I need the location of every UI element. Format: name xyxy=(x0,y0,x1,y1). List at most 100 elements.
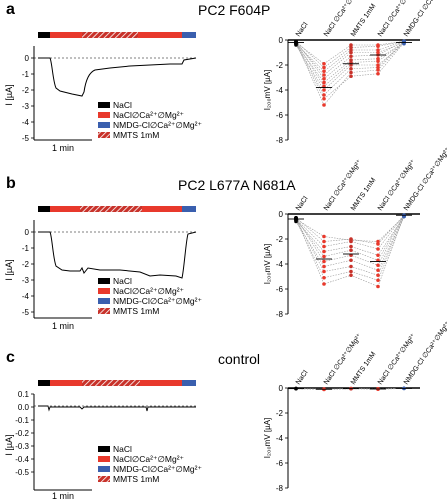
legend-swatch xyxy=(98,466,110,472)
legend-label: NaCl xyxy=(113,444,132,454)
panel-title: control xyxy=(218,351,260,367)
data-point xyxy=(376,71,380,76)
cell-trace xyxy=(295,42,405,100)
legend-swatch xyxy=(98,112,110,118)
data-point xyxy=(376,56,380,61)
data-point xyxy=(376,284,380,289)
cell-trace xyxy=(295,215,405,245)
scalebar-label: 1 min xyxy=(52,143,74,153)
panel-c: c control 0.1 0.0 -0.1 -0.2 -0.3 -0.4 -0.5 I [… xyxy=(4,320,447,500)
y-tick-label: -4 xyxy=(276,260,284,269)
cell-trace xyxy=(295,216,405,256)
y-tick-label: -0.3 xyxy=(15,442,29,451)
panel-letter: a xyxy=(6,1,15,18)
legend-swatch xyxy=(98,456,110,462)
column-label: MMTS 1mM xyxy=(350,177,378,212)
scalebar-label: 1 min xyxy=(52,321,74,331)
legend: NaCl NaCl∅Ca²⁺∅Mg²⁺ NMDG-Cl∅Ca²⁺∅Mg²⁺ MM… xyxy=(98,444,202,484)
data-point xyxy=(376,48,380,52)
legend: NaCl NaCl∅Ca²⁺∅Mg²⁺ NMDG-Cl∅Ca²⁺∅Mg²⁺ MM… xyxy=(98,276,202,316)
legend-swatch xyxy=(98,278,110,284)
data-point xyxy=(376,278,380,283)
data-point xyxy=(349,238,353,243)
y-tick-label: -4 xyxy=(22,292,30,301)
column-label: NMDG-Cl ∅Ca²⁺∅Mg²⁺ xyxy=(403,320,447,386)
legend-swatch xyxy=(98,122,110,128)
panel-letter: b xyxy=(6,175,16,192)
trace-y-axis: 0.1 0.0 -0.1 -0.2 -0.3 -0.4 -0.5 xyxy=(15,390,35,490)
bar-mmts xyxy=(82,32,138,38)
column-label: NaCl xyxy=(295,21,310,38)
legend-swatch xyxy=(98,308,110,314)
bar-mmts xyxy=(82,380,140,386)
column-label: NaCl xyxy=(295,369,310,386)
data-point xyxy=(322,76,326,81)
y-tick-label: -0.4 xyxy=(15,455,29,464)
solution-bar xyxy=(38,206,196,212)
trace-y-label: I [µA] xyxy=(4,84,14,105)
data-point xyxy=(349,58,353,62)
legend-swatch xyxy=(98,446,110,452)
summary-y-label: I₂₀₀mV [µA] xyxy=(263,418,272,459)
data-point xyxy=(322,69,326,74)
data-point xyxy=(376,253,380,258)
y-tick-label: 0 xyxy=(279,36,284,45)
solution-bar xyxy=(38,380,196,386)
trace-y-axis: 0 -1 -2 -3 -4 -5 xyxy=(22,220,35,318)
y-tick-label: -2 xyxy=(276,235,284,244)
data-point xyxy=(349,244,353,249)
data-point xyxy=(322,103,326,107)
y-tick-label: -2 xyxy=(22,86,30,95)
legend-label: NaCl xyxy=(113,100,132,110)
data-point xyxy=(322,96,326,101)
bar-nacl-free xyxy=(142,206,182,212)
y-tick-label: -2 xyxy=(276,61,284,70)
y-tick-label: -4 xyxy=(276,86,284,95)
legend: NaCl NaCl∅Ca²⁺∅Mg²⁺ NMDG-Cl∅Ca²⁺∅Mg²⁺ MM… xyxy=(98,100,202,140)
y-tick-label: -0.2 xyxy=(15,429,29,438)
y-tick-label: -8 xyxy=(276,136,284,145)
legend-label: NaCl∅Ca²⁺∅Mg²⁺ xyxy=(113,454,185,464)
bar-nacl xyxy=(38,380,50,386)
data-point xyxy=(349,70,353,75)
legend-label: NMDG-Cl∅Ca²⁺∅Mg²⁺ xyxy=(113,296,202,306)
data-point xyxy=(349,66,353,71)
data-point xyxy=(349,258,353,263)
y-tick-label: 0 xyxy=(279,384,284,393)
y-tick-label: -5 xyxy=(22,308,30,317)
legend-swatch xyxy=(98,102,110,108)
legend-swatch xyxy=(98,132,110,138)
y-tick-label: -1 xyxy=(22,244,30,253)
column-label: NMDG-Cl ∅Ca²⁺∅Mg²⁺ xyxy=(403,146,447,212)
bar-nacl-free xyxy=(50,380,82,386)
legend-label: MMTS 1mM xyxy=(113,306,159,316)
y-tick-label: -6 xyxy=(276,459,284,468)
cell-trace xyxy=(295,216,405,271)
y-tick-label: -1 xyxy=(22,70,30,79)
bar-nacl-free xyxy=(50,32,82,38)
data-point xyxy=(322,282,326,286)
legend-label: NaCl∅Ca²⁺∅Mg²⁺ xyxy=(113,286,185,296)
legend-label: MMTS 1mM xyxy=(113,474,159,484)
column-label: MMTS 1mM xyxy=(350,351,378,386)
trace-y-label: I [µA] xyxy=(4,259,14,280)
bar-nacl xyxy=(38,206,50,212)
legend-label: NaCl xyxy=(113,276,132,286)
bar-nacl-free xyxy=(50,206,80,212)
data-point xyxy=(349,48,353,52)
legend-label: MMTS 1mM xyxy=(113,130,159,140)
data-point xyxy=(349,54,353,59)
data-point xyxy=(349,43,353,47)
data-point xyxy=(322,244,326,249)
panel-title: PC2 F604P xyxy=(198,2,270,18)
data-point xyxy=(349,74,353,79)
data-point xyxy=(376,263,380,268)
trace-y-label: I [µA] xyxy=(4,434,14,455)
bar-nmdg xyxy=(182,380,196,386)
data-point xyxy=(322,80,326,85)
legend-label: NaCl∅Ca²⁺∅Mg²⁺ xyxy=(113,110,185,120)
cell-trace xyxy=(295,42,405,87)
legend-label: NMDG-Cl∅Ca²⁺∅Mg²⁺ xyxy=(113,120,202,130)
y-tick-label: 0.0 xyxy=(18,403,30,412)
